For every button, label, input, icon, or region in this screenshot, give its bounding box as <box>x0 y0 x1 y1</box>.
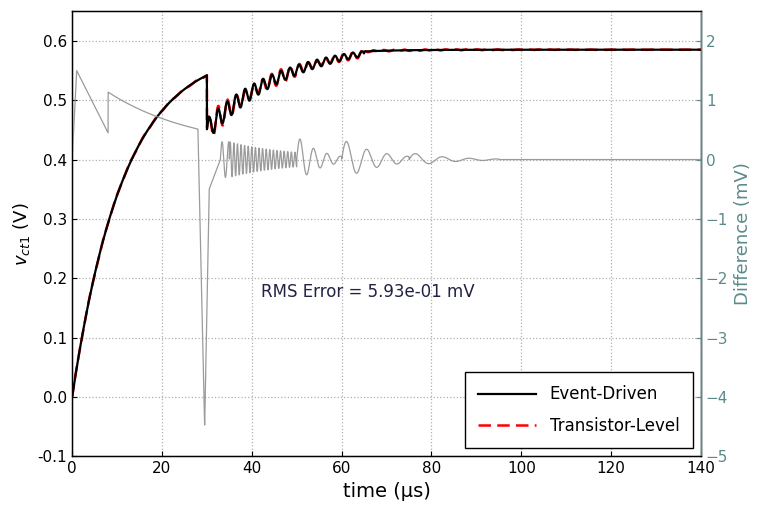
Y-axis label: Difference (mV): Difference (mV) <box>734 162 752 305</box>
Text: RMS Error = 5.93e-01 mV: RMS Error = 5.93e-01 mV <box>261 283 475 301</box>
Y-axis label: $v_{ct1}$ (V): $v_{ct1}$ (V) <box>11 202 32 266</box>
Event-Driven <box>467 47 476 53</box>
Transistor-Level <box>99 234 108 241</box>
Transistor-Level <box>68 394 77 400</box>
Transistor-Level <box>697 47 706 53</box>
Transistor-Level <box>568 47 577 53</box>
Transistor-Level <box>534 47 543 53</box>
Transistor-Level <box>439 47 449 53</box>
Event-Driven <box>99 235 108 241</box>
Event-Driven <box>534 47 543 53</box>
Transistor-Level <box>467 47 476 53</box>
Event-Driven <box>439 47 449 53</box>
Event-Driven <box>568 47 577 53</box>
X-axis label: time (μs): time (μs) <box>343 482 430 501</box>
Transistor-Level <box>452 46 461 52</box>
Transistor-Level <box>295 61 304 67</box>
Event-Driven <box>68 394 77 400</box>
Event-Driven <box>295 62 304 68</box>
Line: Event-Driven: Event-Driven <box>72 50 701 397</box>
Legend: Event-Driven, Transistor-Level: Event-Driven, Transistor-Level <box>465 372 693 448</box>
Event-Driven <box>697 47 706 53</box>
Line: Transistor-Level: Transistor-Level <box>72 49 701 397</box>
